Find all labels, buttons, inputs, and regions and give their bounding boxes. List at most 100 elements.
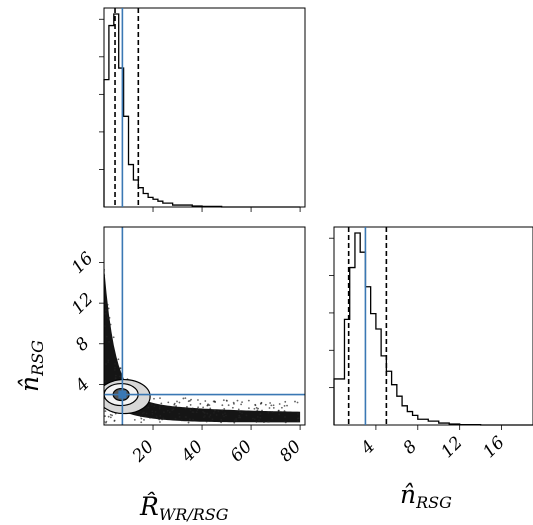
scatter-point xyxy=(176,400,178,403)
scatter-point xyxy=(109,413,112,416)
scatter-ytick-label-12: 12 xyxy=(68,289,97,318)
scatter-point xyxy=(184,407,187,410)
scatter-point xyxy=(217,410,220,413)
scatter-point xyxy=(114,362,116,365)
scatter-point xyxy=(168,411,171,414)
scatter-point xyxy=(208,415,211,418)
scatter-point xyxy=(204,400,207,402)
hist-n-bars xyxy=(333,232,533,426)
scatter-point xyxy=(286,404,288,407)
scatter-point xyxy=(159,421,161,423)
scatter-point xyxy=(158,407,161,410)
scatter-point xyxy=(241,412,243,415)
scatter-point xyxy=(213,409,216,412)
scatter-point xyxy=(105,363,107,365)
scatter-point xyxy=(227,404,230,407)
scatter-point xyxy=(111,414,114,417)
scatter-point xyxy=(268,407,271,409)
scatter-point xyxy=(269,402,272,404)
scatter-point xyxy=(159,415,162,417)
scatter-point xyxy=(220,421,222,424)
scatter-point xyxy=(105,335,108,338)
scatter-point xyxy=(158,406,161,408)
scatter-point xyxy=(238,416,240,419)
scatter-point xyxy=(139,415,142,418)
scatter-point xyxy=(284,416,286,418)
scatter-point xyxy=(207,403,209,406)
scatter-point xyxy=(140,421,143,424)
scatter-point xyxy=(108,316,111,319)
scatter-point xyxy=(278,403,281,405)
scatter-point xyxy=(280,406,283,409)
scatter-point xyxy=(261,409,263,412)
scatter-point xyxy=(263,421,265,424)
scatter-point xyxy=(241,401,243,404)
scatter-point xyxy=(255,406,258,409)
panel-hist-n-markers xyxy=(347,227,388,425)
scatter-point xyxy=(257,407,259,410)
scatter-point xyxy=(213,411,215,414)
scatter-point xyxy=(221,409,224,412)
scatter-point xyxy=(109,323,112,326)
scatter-point xyxy=(259,413,262,416)
scatter-point xyxy=(178,401,181,404)
scatter-point xyxy=(267,420,269,423)
scatter-xtick-label-80: 80 xyxy=(276,437,306,467)
scatter-point xyxy=(161,418,163,421)
scatter-point xyxy=(153,405,156,408)
scatter-point xyxy=(191,411,194,414)
scatter-point xyxy=(174,417,177,420)
scatter-point xyxy=(185,416,188,418)
scatter-point xyxy=(144,415,147,418)
scatter-xtick-label-40: 40 xyxy=(177,437,207,467)
scatter-point xyxy=(211,418,214,421)
scatter-point xyxy=(233,419,236,422)
scatter-point xyxy=(245,414,248,417)
scatter-point xyxy=(297,420,299,423)
scatter-point xyxy=(196,407,199,410)
scatter-truth-marker xyxy=(118,390,127,399)
scatter-point xyxy=(163,411,165,414)
scatter-point xyxy=(256,409,259,412)
panel-hist-r-frame xyxy=(103,7,306,208)
scatter-point xyxy=(223,407,226,410)
scatter-point xyxy=(253,418,256,421)
scatter-point xyxy=(119,375,121,378)
scatter-point xyxy=(247,399,250,402)
hist-n-xtick-label-8: 8 xyxy=(399,436,421,458)
y-axis-label-n: n̂RSG xyxy=(15,340,47,392)
scatter-point xyxy=(248,407,250,410)
scatter-point xyxy=(225,399,228,402)
scatter-point xyxy=(114,377,117,380)
scatter-point xyxy=(104,415,106,418)
scatter-point xyxy=(151,404,153,406)
panel-scatter-frame xyxy=(103,226,306,426)
scatter-point xyxy=(199,402,202,405)
scatter-point xyxy=(240,403,243,406)
scatter-point xyxy=(184,397,187,400)
scatter-point xyxy=(222,399,225,402)
scatter-point xyxy=(225,414,227,417)
scatter-point xyxy=(143,411,145,414)
scatter-point xyxy=(209,407,212,410)
scatter-point xyxy=(252,417,254,420)
scatter-point xyxy=(254,403,257,406)
scatter-point xyxy=(272,406,275,409)
scatter-point xyxy=(283,410,286,412)
scatter-point xyxy=(166,409,169,412)
scatter-point xyxy=(259,402,262,405)
scatter-point xyxy=(220,419,223,421)
scatter-point xyxy=(151,410,154,413)
scatter-point xyxy=(283,404,286,407)
scatter-point xyxy=(215,414,218,416)
hist-n-xtick-label-4: 4 xyxy=(357,437,380,460)
hist-n-xtick-label-16: 16 xyxy=(479,433,509,463)
scatter-point xyxy=(189,408,192,411)
scatter-point xyxy=(189,418,191,421)
scatter-cloud xyxy=(104,227,305,425)
scatter-point xyxy=(192,418,195,421)
panel-hist-r-markers xyxy=(114,8,140,207)
scatter-point xyxy=(182,397,185,400)
scatter-point xyxy=(175,405,178,407)
scatter-point xyxy=(270,404,273,407)
